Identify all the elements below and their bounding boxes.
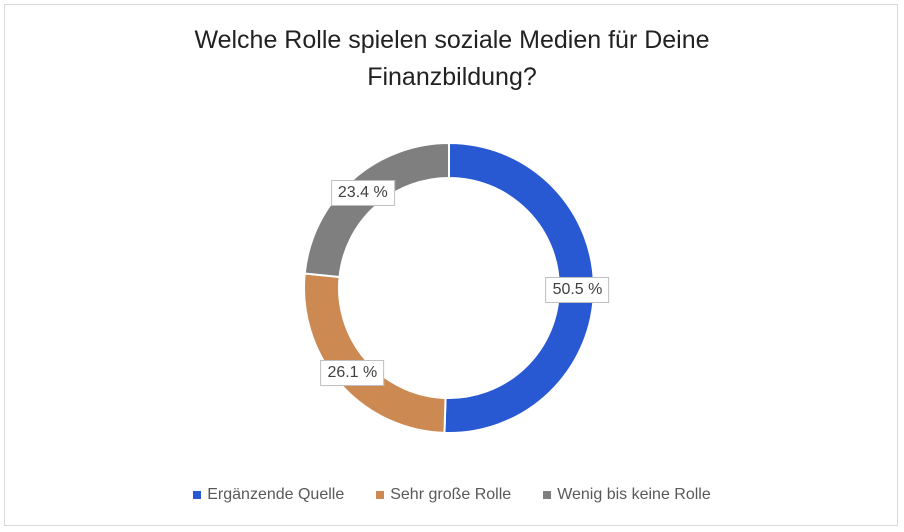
legend-item-sehr-grosse-rolle[interactable]: Sehr große Rolle: [376, 486, 511, 504]
legend-swatch: [543, 491, 552, 499]
legend-swatch: [193, 491, 202, 499]
chart-frame: [4, 4, 898, 526]
donut-slice-0[interactable]: [443, 141, 595, 434]
legend-item-ergaenzende-quelle[interactable]: Ergänzende Quelle: [193, 486, 344, 504]
chart-title-line-1: Welche Rolle spielen soziale Medien für …: [194, 26, 710, 54]
data-label: 26.1 %: [320, 359, 385, 386]
legend-label: Wenig bis keine Rolle: [557, 486, 711, 503]
chart-title: Welche Rolle spielen soziale Medien für …: [0, 22, 904, 96]
legend-label: Ergänzende Quelle: [207, 486, 345, 503]
legend-item-wenig-bis-keine-rolle[interactable]: Wenig bis keine Rolle: [543, 486, 711, 504]
donut-slice-1[interactable]: [303, 272, 447, 434]
legend-label: Sehr große Rolle: [390, 486, 512, 503]
donut-slice-2[interactable]: [303, 141, 450, 279]
chart-title-line-2: Finanzbildung?: [367, 63, 537, 91]
legend-swatch: [376, 491, 385, 499]
data-label: 50.5 %: [545, 277, 610, 304]
data-label: 23.4 %: [330, 179, 395, 206]
legend: Ergänzende Quelle Sehr große Rolle Wenig…: [0, 486, 904, 504]
